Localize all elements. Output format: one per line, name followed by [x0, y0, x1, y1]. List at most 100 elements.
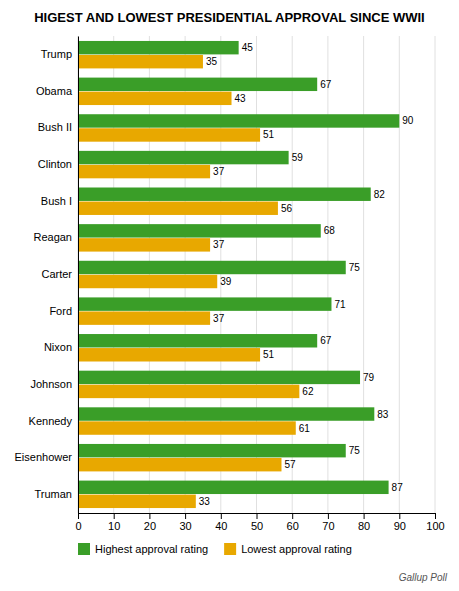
tick: Carter: [41, 268, 72, 280]
data-label: 51: [263, 349, 275, 360]
annotation: Gallup Poll: [399, 572, 448, 583]
chart: HIGEST AND LOWEST PRESIDENTIAL APPROVAL …: [0, 0, 459, 591]
bar: [78, 348, 260, 361]
tick-label: Nixon: [44, 341, 72, 353]
legend-label: Lowest approval rating: [241, 543, 352, 555]
bar: [78, 238, 210, 251]
data-label: 43: [235, 93, 247, 104]
legend-swatch: [78, 543, 90, 555]
axis-line: [78, 37, 79, 514]
tick: 100: [426, 513, 444, 532]
data-label: 68: [324, 225, 336, 236]
data-label: 90: [402, 115, 414, 126]
series: [78, 41, 399, 494]
tick-label: Clinton: [38, 158, 72, 170]
tick-label: 60: [287, 520, 299, 532]
tick: Kennedy: [29, 415, 73, 427]
data-label: 75: [349, 262, 361, 273]
data-label: 35: [206, 56, 218, 67]
tick-mark: [364, 513, 365, 519]
grid-line: [220, 36, 221, 513]
data-label: 75: [349, 445, 361, 456]
tick-label: 0: [75, 520, 81, 532]
bar: [78, 188, 371, 201]
tick: Trump: [41, 48, 72, 60]
plot: 4567905982687571677983758735435137563739…: [15, 36, 445, 532]
tick-mark: [435, 513, 436, 519]
grid-line: [185, 36, 186, 513]
bar: [78, 275, 217, 288]
grid-line: [399, 36, 400, 513]
grid-line: [327, 36, 328, 513]
bar: [78, 444, 346, 457]
grid-line: [363, 36, 364, 513]
data-label: 62: [302, 386, 314, 397]
tick-mark: [292, 513, 293, 519]
bar: [78, 334, 317, 347]
tick-label: Trump: [41, 48, 72, 60]
legend-swatch: [224, 543, 236, 555]
data-label: 67: [320, 79, 332, 90]
tick: Obama: [36, 85, 73, 97]
bar: [78, 114, 399, 127]
tick-label: Reagan: [33, 231, 72, 243]
grid-line: [78, 36, 79, 513]
data-label: 39: [220, 276, 232, 287]
tick-mark: [149, 513, 150, 519]
data-label: 87: [392, 482, 404, 493]
tick-label: 50: [251, 520, 263, 532]
tick-label: 40: [215, 520, 227, 532]
bar: [78, 78, 317, 91]
tick-label: Bush II: [38, 121, 72, 133]
bar: [78, 481, 389, 494]
data-label: 71: [334, 299, 346, 310]
bar: [78, 311, 210, 324]
bar: [78, 385, 299, 398]
tick-mark: [185, 513, 186, 519]
tick: 0: [75, 513, 81, 532]
tick: Reagan: [33, 231, 72, 243]
tick-label: 90: [394, 520, 406, 532]
legend-item: Highest approval rating: [78, 543, 208, 555]
tick: 50: [251, 513, 263, 532]
tick-mark: [78, 513, 79, 519]
tick-label: Eisenhower: [15, 451, 73, 463]
tick: Truman: [35, 488, 73, 500]
bar: [78, 128, 260, 141]
tick-label: Johnson: [30, 378, 72, 390]
tick-label: Truman: [35, 488, 73, 500]
data-label: 45: [242, 42, 254, 53]
data-label: 67: [320, 335, 332, 346]
tick: 30: [179, 513, 191, 532]
bar: [78, 421, 296, 434]
tick: Bush I: [41, 195, 72, 207]
data-label: 37: [213, 313, 225, 324]
tick-label: 30: [179, 520, 191, 532]
tick: 10: [108, 513, 120, 532]
tick: Eisenhower: [15, 451, 73, 463]
x-axis: 0102030405060708090100: [75, 513, 444, 532]
tick: 60: [287, 513, 299, 532]
tick: Bush II: [38, 121, 72, 133]
bar: [78, 202, 278, 215]
data-label: 51: [263, 129, 275, 140]
tick-mark: [114, 513, 115, 519]
tick: Nixon: [44, 341, 72, 353]
bar: [78, 458, 281, 471]
tick-label: Ford: [49, 305, 72, 317]
axis-line: [79, 514, 436, 520]
tick: 20: [144, 513, 156, 532]
tick-label: Obama: [36, 85, 73, 97]
y-axis: Trump Obama Bush II Clinton Bush I Reagan Cart…: [15, 37, 79, 514]
bar: [78, 261, 346, 274]
tick-mark: [399, 513, 400, 519]
bar: [78, 224, 321, 237]
grid-line: [149, 36, 150, 513]
grid-line: [113, 36, 114, 513]
tick-label: Kennedy: [29, 415, 73, 427]
data-label: 37: [213, 166, 225, 177]
tick-label: 100: [426, 520, 444, 532]
bar: [78, 297, 331, 310]
grid: [78, 36, 435, 513]
grid-line: [435, 36, 436, 513]
